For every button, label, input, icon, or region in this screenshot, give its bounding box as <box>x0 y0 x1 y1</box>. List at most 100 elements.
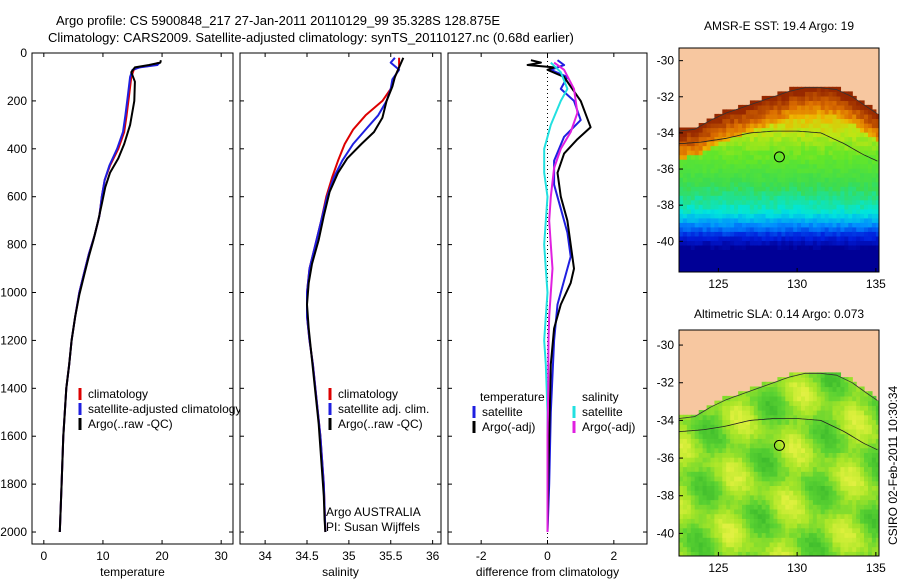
map-cell <box>718 253 723 260</box>
map-cell <box>868 391 873 397</box>
y-tick-label: 600 <box>7 190 27 204</box>
map-cell <box>714 447 719 454</box>
map-cell <box>875 208 879 214</box>
map-cell <box>816 461 822 468</box>
map-cell <box>698 136 704 142</box>
map-cell <box>738 391 743 397</box>
map-cell <box>785 136 790 142</box>
map-cell <box>753 172 759 178</box>
map-cell <box>682 208 688 214</box>
map-cell <box>832 249 838 255</box>
map-cell <box>698 480 704 487</box>
map-cell <box>816 172 822 178</box>
map-cell <box>805 400 810 406</box>
map-cell <box>682 240 688 246</box>
map-cell <box>710 508 716 515</box>
map-cell <box>860 235 865 242</box>
map-cell <box>745 551 751 556</box>
map-cell <box>856 551 861 556</box>
map-cell <box>828 395 834 402</box>
map-cell <box>848 204 853 210</box>
map-cell <box>864 447 869 454</box>
map-cell <box>793 159 798 165</box>
map-cell <box>844 172 849 178</box>
map-cell <box>730 204 735 210</box>
map-cell <box>749 181 755 187</box>
map-cell <box>828 226 834 232</box>
map-cell <box>840 395 845 402</box>
map-cell <box>690 499 696 505</box>
map-cell <box>777 213 782 219</box>
map-cell <box>694 447 700 454</box>
map-cell <box>698 419 704 425</box>
map-cell <box>761 150 767 156</box>
map-cell <box>820 419 826 425</box>
map-cell <box>816 513 822 519</box>
map-cell <box>856 163 861 169</box>
map-cell <box>860 438 865 444</box>
map-cell <box>710 195 716 201</box>
map-cell <box>742 400 747 406</box>
map-cell <box>875 480 879 487</box>
map-cell <box>868 154 873 160</box>
map-cell <box>785 159 790 165</box>
map-cell <box>745 546 751 552</box>
map-cell <box>852 386 857 392</box>
map-cell <box>738 127 743 133</box>
map-cell <box>820 226 826 232</box>
map-cell <box>686 204 692 210</box>
map-cell <box>749 461 755 468</box>
map-cell <box>793 91 798 97</box>
map-cell <box>805 177 810 183</box>
map-cell <box>777 438 782 444</box>
y-tick-label: -36 <box>657 451 675 465</box>
map-cell <box>769 452 775 458</box>
map-cell <box>710 532 716 538</box>
map-cell <box>836 443 842 449</box>
map-cell <box>824 141 830 147</box>
map-cell <box>860 466 865 472</box>
map-cell <box>749 104 755 111</box>
map-cell <box>797 513 802 519</box>
map-cell <box>686 419 692 425</box>
map-cell <box>875 186 879 192</box>
map-cell <box>812 163 818 169</box>
map-cell <box>832 377 838 383</box>
map-cell <box>753 132 759 138</box>
map-cell <box>679 523 684 529</box>
map-cell <box>694 132 700 138</box>
map-cell <box>789 186 794 192</box>
map-cell <box>832 226 838 232</box>
map-cell <box>805 438 810 444</box>
map-cell <box>805 263 810 269</box>
map-cell <box>875 433 879 439</box>
map-cell <box>734 113 739 120</box>
map-cell <box>714 145 719 151</box>
map-cell <box>824 100 830 106</box>
map-cell <box>730 523 735 529</box>
map-cell <box>875 249 879 255</box>
map-cell <box>793 104 798 111</box>
map-cell <box>801 551 806 556</box>
map-cell <box>753 267 759 272</box>
map-cell <box>844 395 849 402</box>
map-cell <box>844 127 849 133</box>
map-cell <box>871 258 877 264</box>
map-cell <box>860 240 865 246</box>
map-cell <box>832 231 838 237</box>
map-cell <box>860 428 865 435</box>
map-cell <box>856 181 861 187</box>
map-cell <box>824 438 830 444</box>
map-cell <box>793 372 798 378</box>
map-cell <box>816 249 822 255</box>
map-cell <box>832 476 838 482</box>
map-cell <box>785 419 790 425</box>
map-cell <box>852 541 857 548</box>
map-cell <box>852 410 857 416</box>
map-cell <box>769 395 775 402</box>
map-cell <box>753 222 759 228</box>
map-cell <box>812 518 818 524</box>
map-cell <box>718 132 723 138</box>
map-cell <box>871 253 877 260</box>
map-cell <box>860 461 865 468</box>
